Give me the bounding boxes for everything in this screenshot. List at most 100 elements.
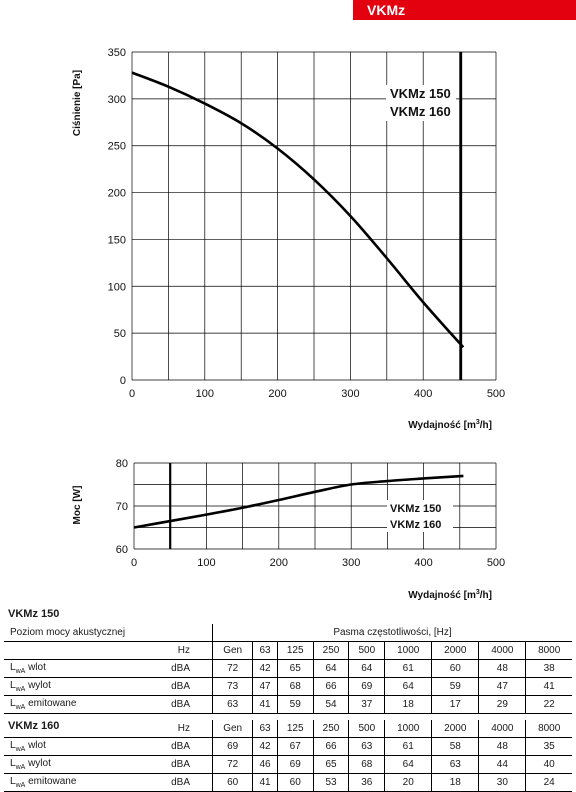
table-cell: 41 [253,696,278,714]
table-150-hz: Hz [130,642,213,660]
table-150-header: Poziom mocy akustycznej Pasma częstotliw… [4,624,572,642]
row-unit: dBA [130,738,213,756]
table-cell: 48 [479,738,526,756]
table-cell: 64 [385,756,432,774]
table-cell: 68 [277,678,313,696]
x-tick-label: 500 [487,388,505,400]
band-header: 63 [253,642,278,660]
table-cell: 42 [253,738,278,756]
table-150-col-label: Poziom mocy akustycznej [4,624,213,642]
table-150-title: VKMz 150 [8,608,59,620]
table-cell: 46 [253,756,278,774]
table-cell: 54 [313,696,349,714]
band-header: 2000 [432,720,479,738]
table-cell: 73 [213,678,253,696]
y-tick-label: 350 [108,47,126,59]
table-cell: 65 [313,756,349,774]
band-header: 1000 [385,720,432,738]
table-cell: 42 [253,660,278,678]
y-tick-label: 150 [108,234,126,246]
pressure-annotation-150: VKMz 150 [390,86,451,101]
power-annotation-160: VKMz 160 [390,519,441,531]
x-tick-label: 0 [131,557,137,569]
pressure-x-axis-label: Wydajność [m3/h] [408,419,492,431]
table-cell: 22 [526,696,572,714]
x-tick-label: 200 [270,557,288,569]
y-tick-label: 0 [120,375,126,387]
x-tick-label: 100 [196,388,214,400]
table-cell: 72 [213,756,253,774]
table-cell: 66 [313,738,349,756]
table-cell: 66 [313,678,349,696]
band-header: 4000 [479,642,526,660]
row-label: LwA wlot [4,738,130,756]
band-header: Gen [213,720,253,738]
power-annotation-150: VKMz 150 [390,503,441,515]
y-tick-label: 250 [108,141,126,153]
table-cell: 72 [213,660,253,678]
band-header: 2000 [432,642,479,660]
table-cell: 69 [349,678,385,696]
row-label: LwA wylot [4,678,130,696]
table-cell: 68 [349,756,385,774]
table-cell: 48 [479,660,526,678]
band-header: 250 [313,642,349,660]
band-header: 8000 [526,642,572,660]
band-header: 125 [277,642,313,660]
table-cell: 35 [526,738,572,756]
table-cell: 61 [385,738,432,756]
y-tick-label: 100 [108,281,126,293]
pressure-annotation-160: VKMz 160 [390,104,451,119]
row-unit: dBA [130,696,213,714]
table-cell: 59 [432,678,479,696]
table-cell: 41 [526,678,572,696]
table-cell: 61 [385,660,432,678]
table-cell: 47 [479,678,526,696]
y-tick-label: 70 [116,501,128,513]
row-unit: dBA [130,756,213,774]
y-tick-label: 50 [114,328,126,340]
power-x-axis-label: Wydajność [m3/h] [408,589,492,601]
band-header: 4000 [479,720,526,738]
table-cell: 63 [432,756,479,774]
x-tick-label: 400 [414,388,432,400]
band-header: 500 [349,720,385,738]
band-header: 1000 [385,642,432,660]
band-header: Gen [213,642,253,660]
x-tick-label: 0 [129,388,135,400]
table-cell: 40 [526,756,572,774]
row-label: LwA wylot [4,756,130,774]
table-cell: 64 [349,660,385,678]
table-cell: 37 [349,696,385,714]
table-cell: 64 [313,660,349,678]
table-cell: 60 [432,660,479,678]
table-cell: 38 [526,660,572,678]
x-tick-label: 100 [197,557,215,569]
pressure-y-axis-label: Ciśnienie [Pa] [72,70,83,136]
x-tick-label: 300 [341,388,359,400]
power-y-axis-label: Moc [W] [72,486,83,525]
table-cell: 17 [432,696,479,714]
y-tick-label: 300 [108,94,126,106]
table-cell: 69 [213,738,253,756]
table-cell: 59 [277,696,313,714]
table-cell: 65 [277,660,313,678]
table-150-band-label: Pasma częstotliwości, [Hz] [213,624,573,642]
band-header: 500 [349,642,385,660]
table-160-hz: Hz [130,720,213,738]
table-cell: 64 [385,678,432,696]
table-cell: 63 [213,696,253,714]
table-cell: 58 [432,738,479,756]
row-label: LwA emitowane [4,696,130,714]
table-cell: 69 [277,756,313,774]
row-label: LwA wlot [4,660,130,678]
y-tick-label: 80 [116,458,128,470]
